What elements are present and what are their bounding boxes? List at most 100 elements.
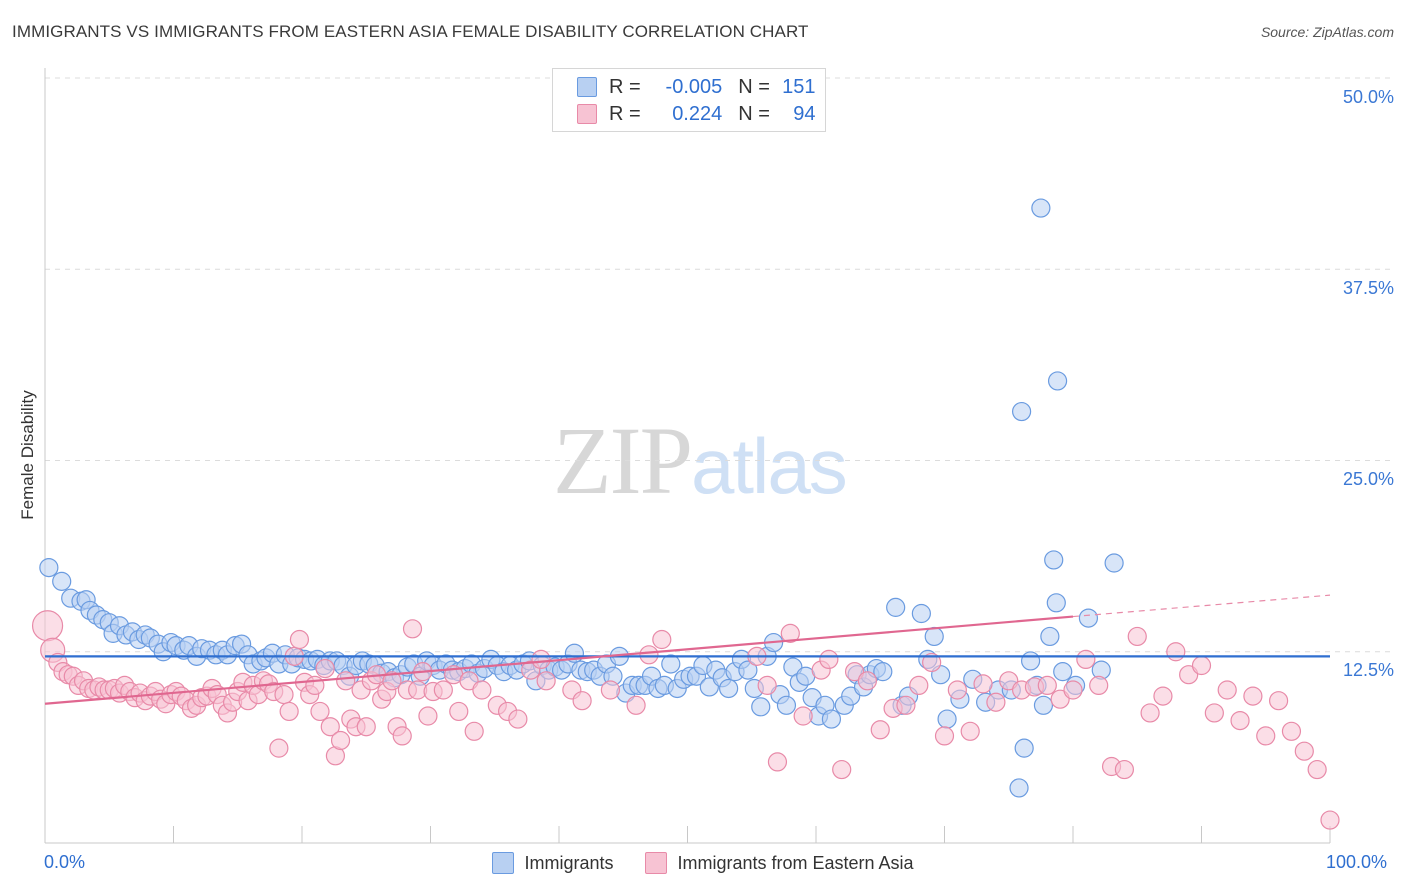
eastern-asia-point-125 (1140, 703, 1160, 723)
eastern-asia-point-57 (330, 730, 351, 751)
immigrants-point-146 (1040, 626, 1060, 647)
immigrants-point-150 (1078, 608, 1099, 628)
eastern-asia-point-95 (757, 675, 777, 696)
y-tick-label-50: 50.0% (1342, 87, 1394, 107)
immigrants-point-157 (1104, 553, 1124, 573)
eastern-asia-point-55 (320, 717, 340, 737)
immigrants-point-147 (1046, 593, 1066, 613)
eastern-asia-point-111 (960, 721, 980, 741)
eastern-asia-point-90 (600, 680, 621, 700)
eastern-asia-point-127 (1166, 642, 1186, 662)
eastern-asia-point-103 (857, 671, 878, 691)
eastern-asia-point-87 (536, 671, 556, 691)
eastern-asia-point-138 (1307, 759, 1327, 780)
eastern-asia-point-47 (279, 701, 299, 722)
immigrants-point-1 (52, 571, 72, 591)
legend-r-label: R = (609, 75, 641, 98)
eastern-asia-point-112 (973, 674, 993, 694)
eastern-asia-point-45 (269, 738, 289, 758)
legend-item-eastern-asia[interactable]: Immigrants from Eastern Asia (645, 852, 914, 874)
chart-title: IMMIGRANTS VS IMMIGRANTS FROM EASTERN AS… (12, 22, 809, 41)
eastern-asia-point-100 (819, 649, 839, 670)
legend-swatch-eastern-asia (577, 104, 597, 124)
immigrants-point-132 (911, 603, 931, 624)
eastern-asia-point-110 (947, 680, 967, 700)
eastern-asia-point-46 (274, 684, 294, 705)
eastern-asia-point-106 (896, 695, 916, 715)
eastern-asia-point-130 (1204, 703, 1224, 723)
immigrants-point-154 (1047, 371, 1068, 391)
legend-row-eastern-asia: R = 0.224 N = 94 (577, 102, 816, 126)
immigrants-point-156 (1044, 550, 1064, 570)
eastern-asia-point-98 (793, 706, 813, 726)
correlation-legend: R = -0.005 N = 151 R = 0.224 N = 94 (552, 68, 826, 132)
eastern-asia-point-52 (305, 675, 325, 696)
eastern-asia-point-121 (1089, 675, 1109, 696)
eastern-asia-point-104 (870, 720, 890, 740)
immigrants-point-121 (821, 709, 842, 729)
legend-label-eastern-asia: Immigrants from Eastern Asia (677, 852, 914, 873)
eastern-asia-point-120 (1076, 649, 1096, 670)
immigrants-point-128 (873, 662, 893, 682)
series-legend: Immigrants Immigrants from Eastern Asia (0, 852, 1406, 874)
immigrants-point-152 (1009, 778, 1029, 798)
y-tick-label-37-5: 37.5% (1342, 278, 1394, 298)
immigrants-point-136 (937, 709, 957, 729)
legend-label-immigrants: Immigrants (524, 852, 614, 873)
eastern-asia-point-113 (986, 692, 1006, 712)
eastern-asia-point-62 (356, 717, 376, 737)
eastern-asia-point-131 (1217, 680, 1237, 700)
eastern-asia-point-96 (767, 752, 788, 772)
eastern-asia-point-89 (572, 691, 592, 711)
legend-swatch-eastern-asia (645, 852, 668, 874)
immigrants-point-145 (1033, 695, 1054, 715)
legend-n-value: 94 (793, 102, 816, 125)
legend-n-label: N = (738, 75, 770, 98)
y-tick-label-25: 25.0% (1342, 469, 1394, 489)
eastern-asia-trend-line (44, 615, 1074, 705)
source-label: Source: ZipAtlas.com (1260, 24, 1394, 40)
legend-row-immigrants: R = -0.005 N = 151 (577, 75, 816, 99)
immigrants-point-96 (661, 654, 681, 674)
eastern-asia-point-92 (639, 645, 659, 665)
eastern-asia-point-67 (382, 671, 402, 691)
immigrants-point-155 (1011, 401, 1032, 422)
legend-n-label: N = (738, 102, 770, 125)
watermark-atlas: atlas (691, 422, 848, 510)
legend-n-value: 151 (782, 75, 816, 98)
immigrants-point-134 (924, 626, 944, 647)
eastern-asia-point-101 (832, 759, 852, 780)
legend-r-value: 0.224 (672, 102, 723, 125)
eastern-asia-point-109 (934, 726, 955, 746)
eastern-asia-point-80 (464, 721, 484, 741)
eastern-asia-point-69 (392, 726, 412, 746)
legend-r-label: R = (609, 102, 641, 125)
eastern-asia-point-54 (315, 658, 335, 679)
eastern-asia-point-136 (1281, 721, 1302, 741)
immigrants-point-143 (1020, 651, 1041, 671)
eastern-asia-point-137 (1294, 741, 1314, 761)
immigrants-point-153 (1031, 198, 1051, 218)
x-tick-label-min: 0.0% (44, 852, 86, 872)
x-tick-label-max: 100.0% (1326, 852, 1388, 872)
eastern-asia-point-132 (1230, 710, 1250, 731)
eastern-asia-point-53 (310, 701, 330, 722)
eastern-asia-point-74 (418, 706, 438, 726)
eastern-asia-point-117 (1037, 675, 1057, 696)
legend-item-immigrants[interactable]: Immigrants (492, 852, 613, 874)
eastern-asia-trend-extension (1072, 594, 1331, 618)
legend-swatch-immigrants (492, 852, 515, 874)
eastern-asia-point-139 (1320, 810, 1340, 830)
eastern-asia-point-86 (531, 649, 551, 670)
legend-swatch-immigrants (577, 77, 597, 97)
eastern-asia-point-123 (1114, 759, 1135, 780)
eastern-asia-point-93 (652, 629, 672, 650)
eastern-asia-point-97 (780, 623, 800, 643)
eastern-asia-point-49 (289, 629, 310, 650)
immigrants-point-110 (751, 697, 771, 717)
eastern-asia-point-84 (508, 709, 528, 729)
eastern-asia-point-0 (31, 610, 64, 642)
immigrants-point-148 (1053, 662, 1073, 682)
eastern-asia-point-91 (626, 695, 646, 715)
eastern-asia-point-108 (922, 652, 942, 673)
